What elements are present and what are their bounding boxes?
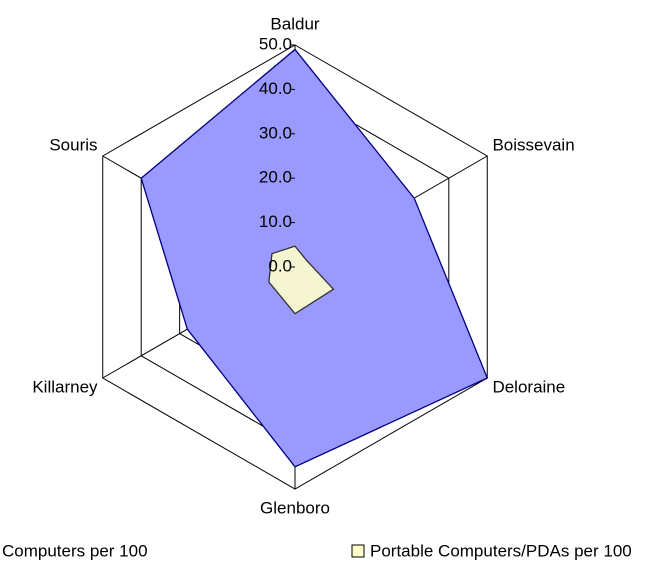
legend-label: Portable Computers/PDAs per 100 bbox=[370, 541, 632, 560]
category-label: Boissevain bbox=[492, 135, 574, 154]
category-label: Glenboro bbox=[260, 498, 330, 517]
tick-label: 40.0 bbox=[259, 79, 292, 98]
category-label: Deloraine bbox=[492, 377, 565, 396]
category-label: Killarney bbox=[32, 377, 98, 396]
series-area bbox=[268, 245, 335, 315]
tick-label: 0.0 bbox=[268, 256, 292, 275]
tick-label: 30.0 bbox=[259, 123, 292, 142]
tick-label: 10.0 bbox=[259, 212, 292, 231]
tick-label: 50.0 bbox=[259, 34, 292, 53]
legend-label: Computers per 100 bbox=[2, 541, 148, 560]
category-label: Souris bbox=[49, 135, 97, 154]
legend-swatch bbox=[351, 544, 365, 558]
tick-label: 20.0 bbox=[259, 168, 292, 187]
category-label: Baldur bbox=[270, 14, 319, 33]
series-area bbox=[140, 48, 489, 468]
